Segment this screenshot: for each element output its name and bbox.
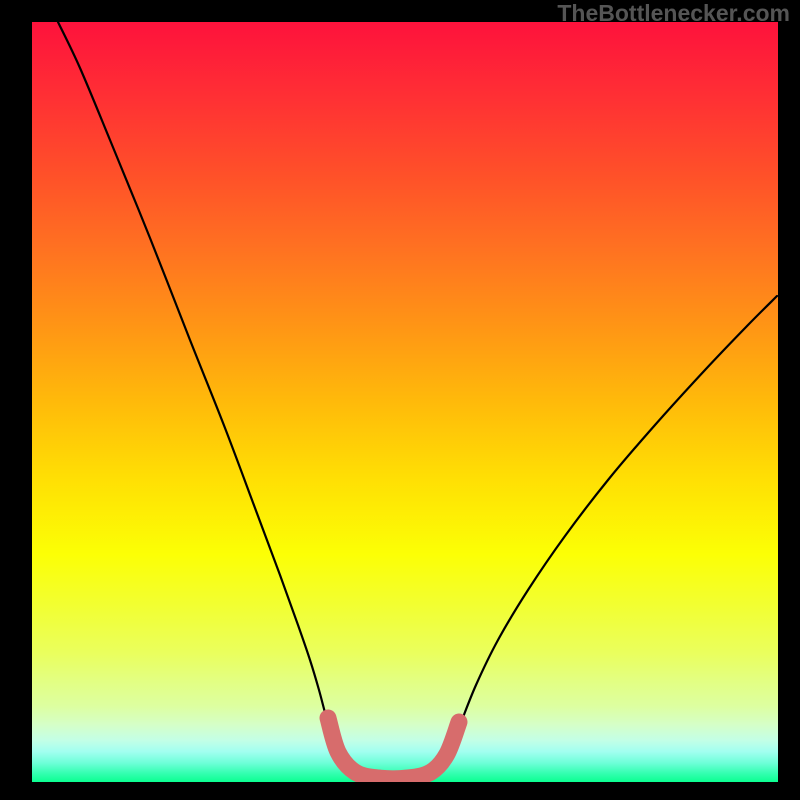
bottleneck-curve-chart <box>0 0 800 800</box>
watermark-label: TheBottlenecker.com <box>557 0 790 27</box>
gradient-background <box>32 22 778 782</box>
